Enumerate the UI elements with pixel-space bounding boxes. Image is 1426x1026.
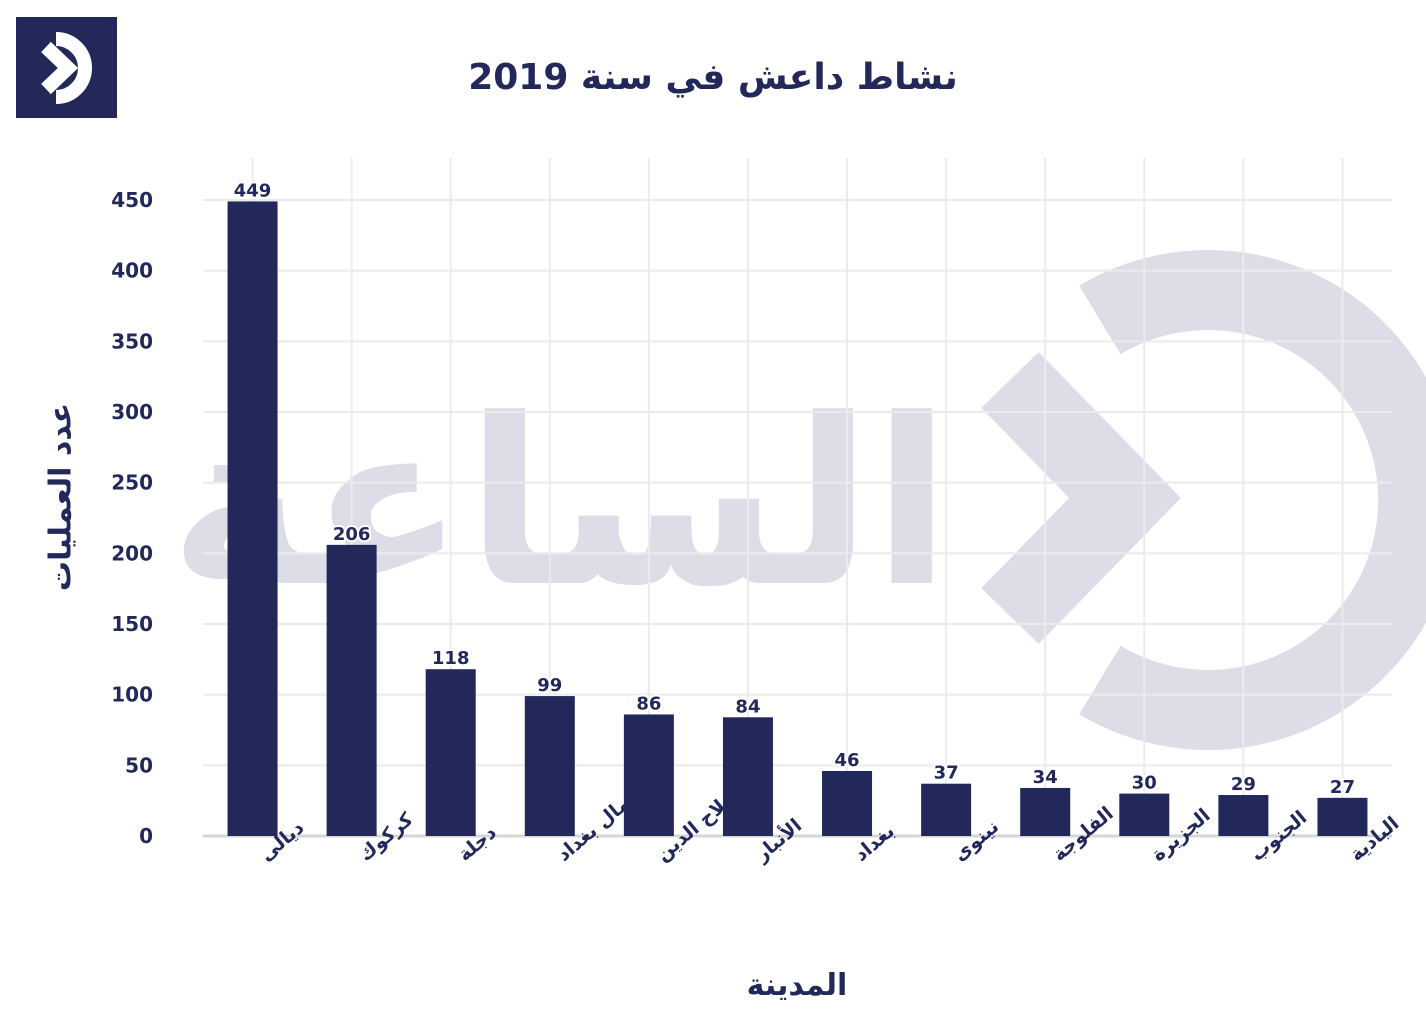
data-label: 84	[735, 696, 760, 717]
data-label: 118	[432, 648, 470, 669]
bar	[425, 669, 476, 836]
data-labels: 449 206 118 99 86 84 46 37 34 30 29 27	[232, 178, 1357, 799]
y-tick-label: 200	[111, 541, 153, 565]
bar	[326, 544, 377, 836]
y-tick-label: 150	[111, 612, 153, 636]
watermark-logo-icon	[1079, 250, 1426, 750]
y-tick-label: 0	[139, 824, 153, 848]
data-label: 206	[333, 524, 371, 545]
bar	[1119, 793, 1170, 836]
data-label: 34	[1033, 767, 1058, 788]
data-label: 30	[1132, 773, 1157, 794]
watermark: الساعة	[169, 250, 1426, 750]
brand-logo	[16, 17, 117, 118]
chart-title: نشاط داعش في سنة 2019	[468, 57, 958, 98]
y-tick-label: 300	[111, 400, 153, 424]
bar	[1218, 795, 1269, 836]
y-tick-label: 50	[125, 753, 153, 777]
y-tick-label: 400	[111, 259, 153, 283]
x-axis-title: المدينة	[747, 968, 848, 1003]
y-tick-label: 100	[111, 683, 153, 707]
bar	[1317, 797, 1368, 836]
data-label: 449	[234, 180, 272, 201]
data-label: 46	[835, 750, 860, 771]
data-label: 37	[934, 763, 959, 784]
y-axis-title: عدد العمليات	[44, 403, 79, 591]
y-tick-label: 250	[111, 471, 153, 495]
data-label: 27	[1330, 777, 1355, 798]
watermark-text: الساعة	[169, 371, 951, 638]
y-tick-label: 350	[111, 329, 153, 353]
data-label: 29	[1231, 774, 1256, 795]
bars	[227, 201, 1368, 836]
data-label: 86	[636, 693, 661, 714]
bar	[1020, 787, 1071, 836]
y-tick-label: 450	[111, 188, 153, 212]
alsaa-logo-icon	[41, 32, 92, 104]
y-axis: 0 50 100 150 200 250 300 350 400 450	[111, 188, 153, 848]
bar	[722, 717, 773, 836]
bar	[623, 714, 674, 836]
bar	[524, 696, 575, 836]
bar	[921, 783, 972, 836]
bar	[822, 770, 873, 836]
bar	[227, 201, 278, 836]
data-label: 99	[537, 675, 562, 696]
